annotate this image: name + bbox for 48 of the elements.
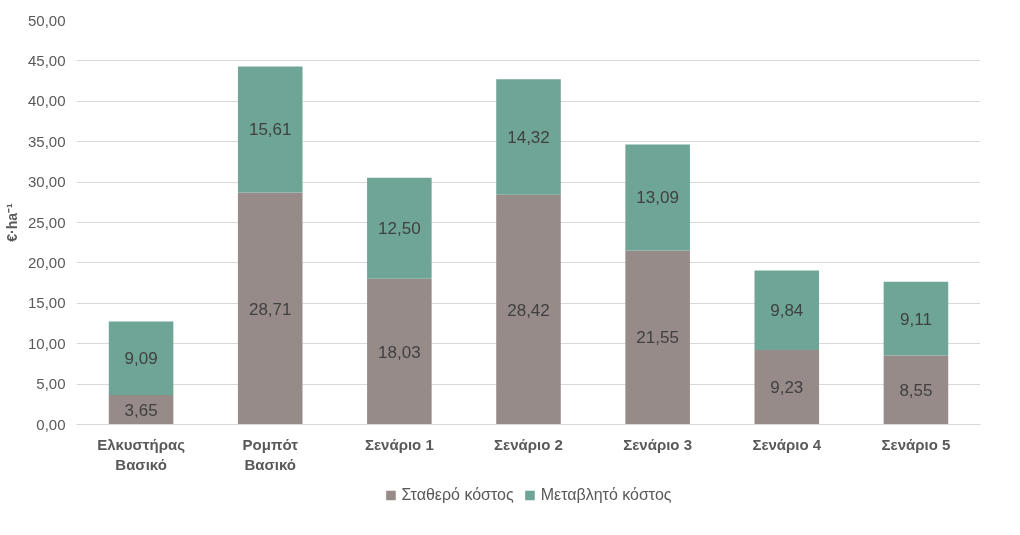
bar (883, 355, 949, 425)
x-tick-label: Ρομπότ Βασικό (242, 435, 299, 473)
data-label: 14,32 (507, 128, 550, 148)
data-label: 8,55 (899, 380, 933, 400)
y-tick-label: 15,00 (27, 294, 66, 312)
y-tick-label: 10,00 (27, 334, 66, 352)
bar (754, 270, 820, 350)
bar (237, 66, 303, 193)
x-tick-label: Σενάριο 4 (752, 435, 822, 453)
data-label: 3,65 (124, 400, 158, 420)
data-label: 18,03 (378, 342, 421, 362)
data-label: 9,23 (770, 378, 804, 398)
x-tick-label: Σενάριο 1 (364, 435, 434, 453)
legend-label: Σταθερό κόστος (401, 486, 514, 504)
bar (625, 144, 690, 251)
bar (625, 250, 690, 425)
y-tick-label: 5,00 (36, 375, 66, 393)
x-tick-label: Σενάριο 3 (623, 435, 693, 453)
bar (108, 321, 174, 396)
legend-label: Μεταβλητό κόστος (540, 486, 672, 504)
y-tick-label: 50,00 (27, 11, 66, 29)
bar (754, 349, 820, 425)
data-label: 21,55 (636, 328, 679, 348)
y-tick-label: 25,00 (27, 213, 66, 231)
y-tick-label: 0,00 (36, 415, 66, 433)
x-tick-label: Ελκυστήρας Βασικό (97, 435, 186, 473)
x-tick-label: Σενάριο 2 (494, 435, 563, 453)
data-label: 9,11 (900, 309, 932, 329)
y-axis-title: €·ha⁻¹ (3, 202, 20, 242)
data-label: 28,42 (507, 300, 550, 320)
bar (496, 194, 561, 425)
data-label: 12,50 (378, 219, 421, 239)
bar (367, 177, 432, 279)
data-label: 28,71 (248, 299, 292, 319)
bar (367, 278, 432, 425)
y-tick-label: 20,00 (27, 253, 66, 271)
bar (496, 79, 561, 195)
x-tick-label: Σενάριο 5 (881, 435, 951, 453)
y-tick-label: 35,00 (27, 132, 66, 150)
data-label: 13,09 (636, 188, 679, 208)
y-tick-label: 45,00 (27, 51, 66, 69)
y-tick-label: 40,00 (27, 92, 66, 110)
data-label: 9,09 (124, 349, 158, 369)
bar (883, 281, 949, 356)
bar (237, 192, 303, 425)
data-label: 9,84 (770, 301, 804, 321)
data-label: 15,61 (248, 120, 292, 140)
y-tick-label: 30,00 (27, 173, 66, 191)
